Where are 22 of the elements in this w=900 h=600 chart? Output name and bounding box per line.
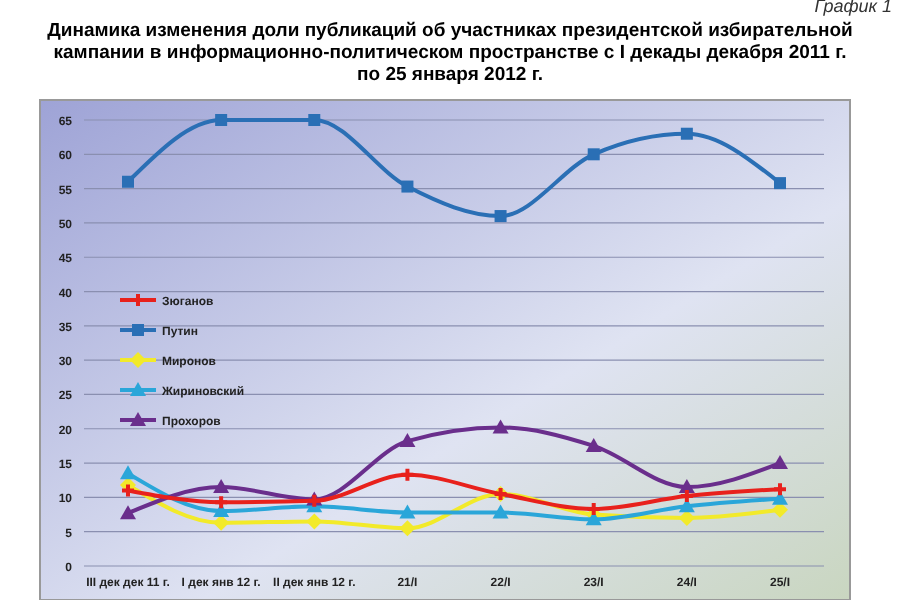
point — [306, 513, 323, 530]
point — [213, 479, 230, 494]
point — [492, 419, 509, 434]
point — [494, 210, 507, 223]
point — [401, 180, 414, 193]
point — [399, 504, 416, 519]
point — [399, 433, 416, 448]
point — [492, 504, 509, 519]
point — [122, 175, 134, 188]
point — [120, 505, 136, 520]
point — [774, 177, 786, 190]
point — [308, 114, 321, 126]
chart-title: Динамика изменения доли публикаций об участниках президентской избирательной кампании в информационно-политическом пространстве с I декады декабря 2011 г. по 25 января 2012 г. — [47, 20, 854, 86]
point — [120, 465, 136, 480]
point — [399, 520, 416, 537]
point — [772, 455, 788, 470]
point — [399, 466, 416, 483]
point — [587, 148, 600, 161]
point — [585, 437, 602, 452]
point — [213, 494, 230, 511]
point — [680, 127, 693, 140]
point — [215, 114, 228, 126]
